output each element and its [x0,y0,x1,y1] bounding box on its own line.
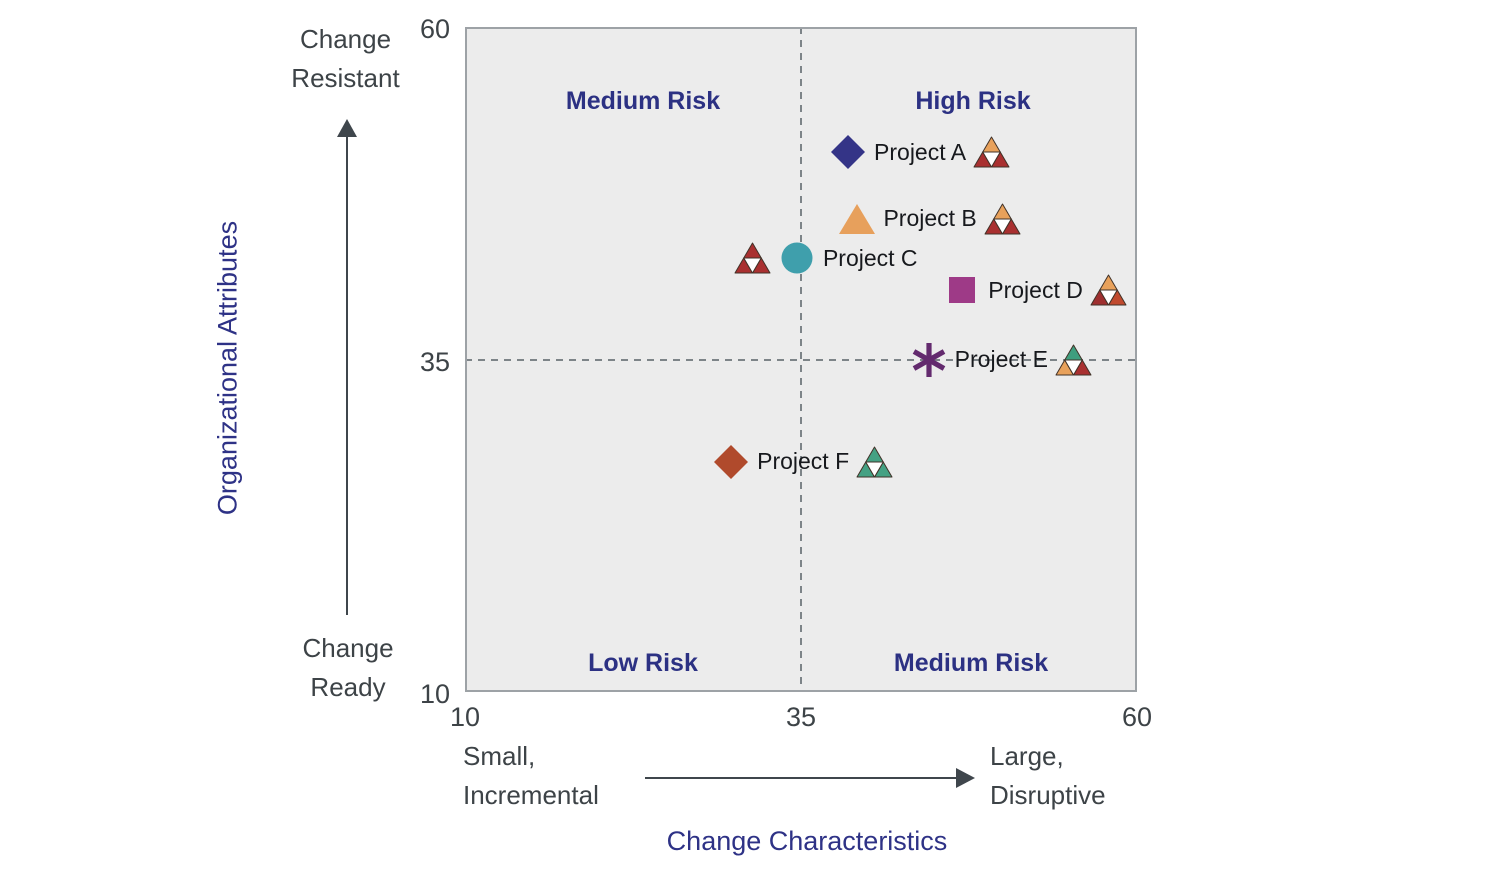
y-axis-arrow-shaft [346,136,348,615]
risk-flag-triangle-icon [856,446,893,478]
risk-flag-triangle-icon [1090,274,1127,306]
data-point-project-f: Project F [712,443,893,481]
data-point-label: Project F [757,448,850,475]
quadrant-label-bottom-right: Medium Risk [893,649,1049,677]
diamond-marker-icon [831,135,866,170]
risk-flag-triangle-icon [1055,344,1092,375]
risk-flag-triangle-icon [973,136,1010,168]
data-point-label: Project C [822,244,918,271]
y-axis-arrow-icon [337,119,357,137]
y-axis-tick: 60 [419,14,450,44]
y-axis-low-label: Change Ready [302,633,394,702]
y-axis-tick: 35 [419,346,450,377]
risk-flag-triangle-icon [984,203,1021,235]
risk-flag-triangle-icon [734,242,771,274]
data-point-project-c: Project C [734,239,918,277]
triangle-marker-icon [839,203,876,234]
data-point-label: Project E [954,346,1048,372]
y-axis-high-label: Change Resistant [291,24,400,93]
data-point-label: Project D [988,276,1083,303]
data-point-project-a: Project A [829,133,1010,171]
square-marker-icon [949,277,976,304]
y-axis-title: Organizational Attributes [212,220,243,516]
data-point-label: Project B [883,205,977,232]
x-axis-arrow-shaft [645,777,958,779]
data-point-project-b: Project B [838,200,1021,238]
x-axis-title: Change Characteristics [666,826,948,856]
data-point-project-e: Project E [910,341,1092,379]
x-axis-arrow-icon [956,768,975,788]
x-axis-tick: 10 [449,702,481,732]
y-threshold-dashed-line [465,358,1137,361]
x-axis-tick: 35 [785,702,817,732]
y-axis-tick: 10 [419,679,450,709]
x-axis-high-label: Large, Disruptive [990,741,1106,810]
x-axis-low-label: Small, Incremental [463,741,599,810]
data-point-project-d: Project D [943,271,1127,309]
data-point-label: Project A [874,138,967,165]
diamond-marker-icon [714,444,749,479]
quadrant-label-top-left: Medium Risk [565,87,721,115]
x-axis-tick: 60 [1121,702,1153,732]
asterisk-marker-icon [912,342,945,377]
quadrant-label-bottom-left: Low Risk [588,649,698,677]
plot-area: Medium Risk High Risk Low Risk Medium Ri… [465,27,1137,692]
circle-marker-icon [781,242,813,274]
quadrant-label-top-right: High Risk [915,87,1031,115]
